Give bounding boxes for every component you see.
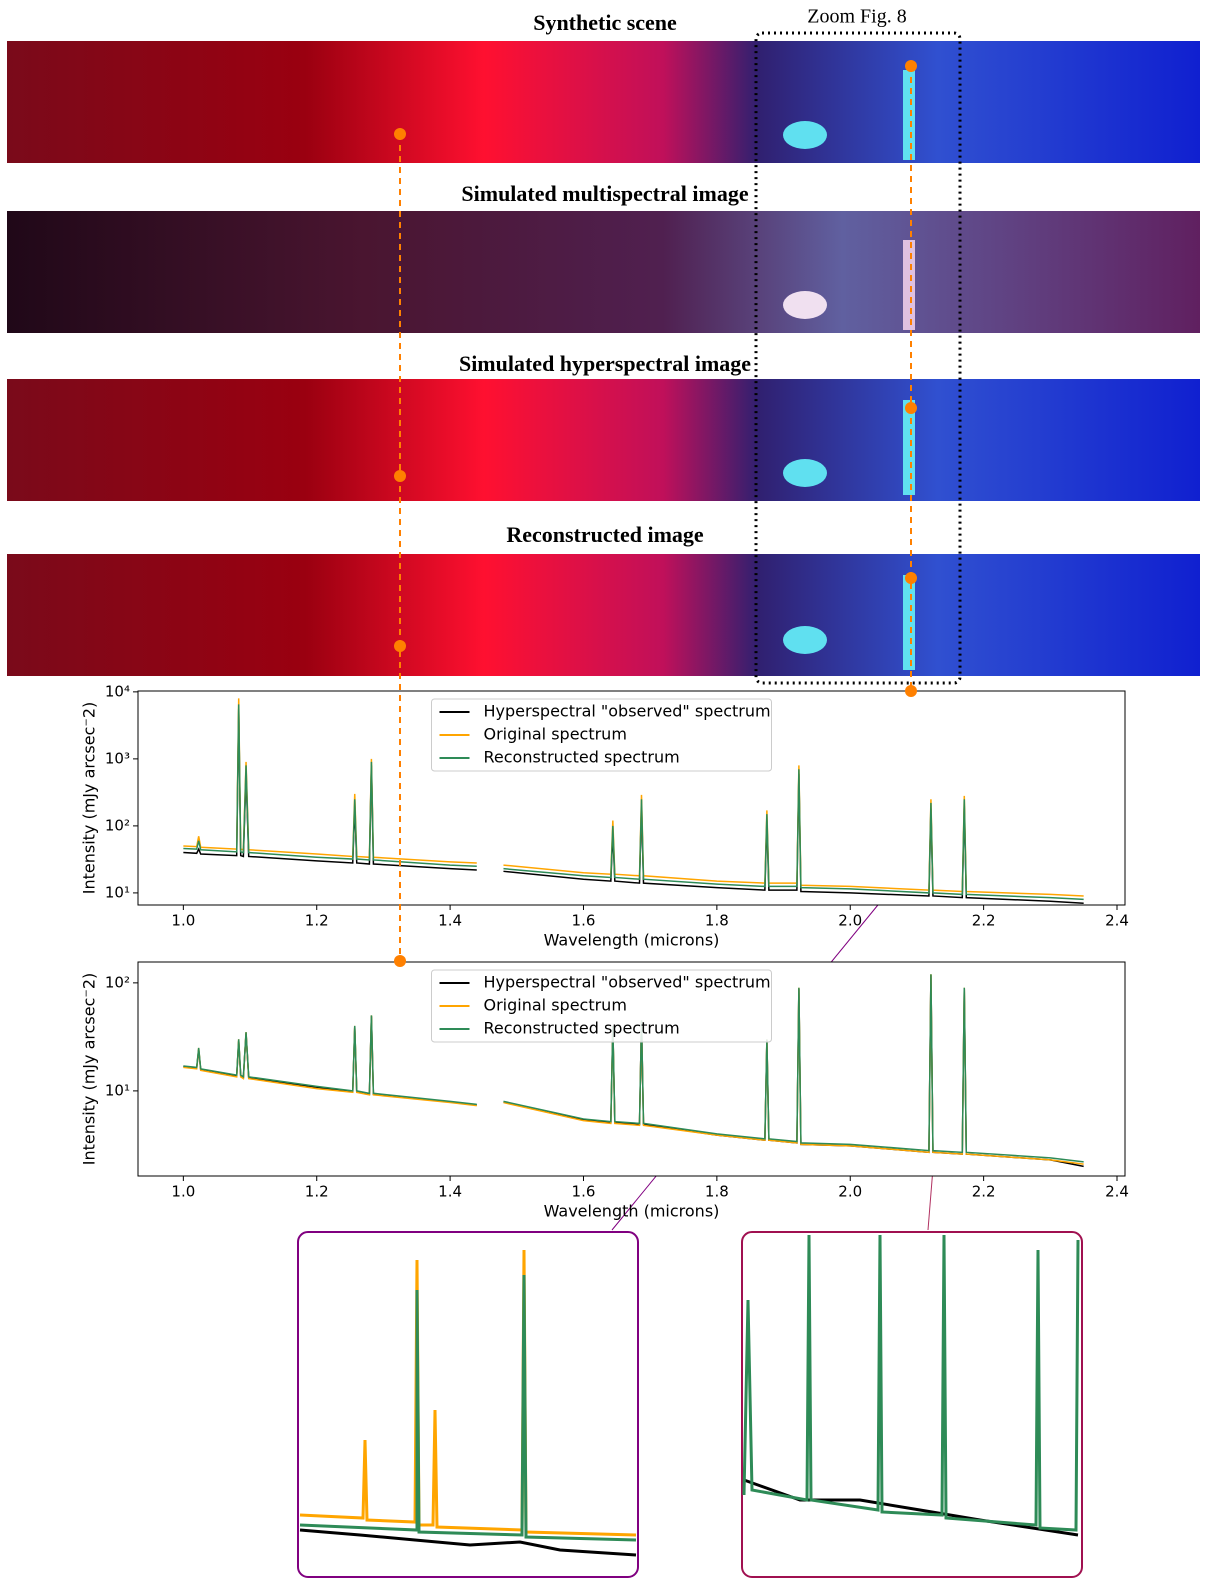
x-tick-label: 2.2 [972, 912, 996, 930]
zoom-insets [297, 789, 1083, 1578]
x-tick-label: 1.8 [705, 1183, 729, 1201]
panel-title: Reconstructed image [506, 522, 704, 547]
zoom-label: Zoom Fig. 8 [807, 6, 906, 28]
y-tick-label: 10¹ [105, 883, 130, 901]
x-tick-label: 1.8 [705, 912, 729, 930]
panel-title: Synthetic scene [533, 10, 677, 35]
x-axis-label: Wavelength (microns) [544, 931, 720, 950]
y-tick-label: 10⁴ [105, 682, 130, 700]
x-tick-label: 1.6 [572, 912, 596, 930]
image [7, 41, 1200, 163]
spectrum-line [183, 704, 1084, 901]
x-tick-label: 1.2 [305, 1183, 329, 1201]
y-tick-label: 10³ [105, 749, 130, 767]
zoom-box [754, 31, 962, 685]
x-tick-label: 2.2 [972, 1183, 996, 1201]
axes-frame [137, 961, 1126, 1177]
legend-box [431, 698, 772, 772]
y-axis-label: Intensity (mJy arcsec⁻2) [80, 973, 99, 1166]
legend-label: Original spectrum [484, 996, 627, 1015]
x-tick-label: 1.0 [171, 912, 195, 930]
legend-label: Original spectrum [484, 725, 627, 744]
y-tick-label: 10¹ [105, 1081, 130, 1099]
y-tick-label: 10² [105, 973, 130, 991]
image-panels: Synthetic scene Simulated multispectral … [7, 6, 1200, 685]
legend-box [431, 969, 772, 1043]
y-tick-label: 10² [105, 816, 130, 834]
x-tick-label: 1.6 [572, 1183, 596, 1201]
x-tick-label: 1.4 [438, 912, 462, 930]
spectrum-line [183, 974, 1084, 1163]
axes-frame [137, 690, 1126, 906]
legend-label: Reconstructed spectrum [484, 1019, 680, 1038]
legend-label: Hyperspectral "observed" spectrum [484, 973, 771, 992]
x-tick-label: 2.0 [838, 912, 862, 930]
x-axis-label: Wavelength (microns) [544, 1202, 720, 1221]
x-tick-label: 2.4 [1105, 1183, 1129, 1201]
image [7, 554, 1200, 676]
panel-title: Simulated hyperspectral image [459, 351, 751, 376]
image [7, 379, 1200, 501]
panel-title: Simulated multispectral image [461, 181, 748, 206]
x-tick-label: 2.0 [838, 1183, 862, 1201]
image [7, 211, 1200, 333]
legend-label: Hyperspectral "observed" spectrum [484, 702, 771, 721]
legend-label: Reconstructed spectrum [484, 748, 680, 767]
x-tick-label: 1.0 [171, 1183, 195, 1201]
x-tick-label: 2.4 [1105, 912, 1129, 930]
y-axis-label: Intensity (mJy arcsec⁻2) [80, 702, 99, 895]
x-tick-label: 1.2 [305, 912, 329, 930]
x-tick-label: 1.4 [438, 1183, 462, 1201]
link-lines [394, 60, 917, 967]
